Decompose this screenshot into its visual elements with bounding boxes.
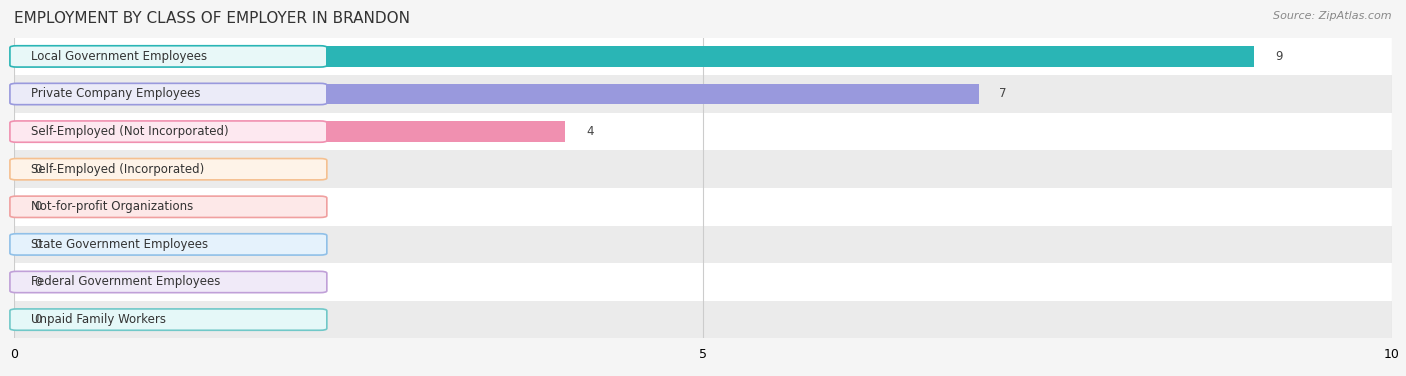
FancyBboxPatch shape bbox=[10, 121, 326, 142]
Text: EMPLOYMENT BY CLASS OF EMPLOYER IN BRANDON: EMPLOYMENT BY CLASS OF EMPLOYER IN BRAND… bbox=[14, 11, 411, 26]
Text: State Government Employees: State Government Employees bbox=[31, 238, 208, 251]
Text: Local Government Employees: Local Government Employees bbox=[31, 50, 207, 63]
Text: Not-for-profit Organizations: Not-for-profit Organizations bbox=[31, 200, 193, 213]
Bar bbox=[14, 263, 1392, 301]
Text: 0: 0 bbox=[35, 200, 42, 213]
Text: Unpaid Family Workers: Unpaid Family Workers bbox=[31, 313, 166, 326]
Text: 0: 0 bbox=[35, 276, 42, 288]
Bar bbox=[14, 301, 1392, 338]
Text: Self-Employed (Incorporated): Self-Employed (Incorporated) bbox=[31, 163, 204, 176]
FancyBboxPatch shape bbox=[10, 234, 326, 255]
FancyBboxPatch shape bbox=[10, 159, 326, 180]
Bar bbox=[14, 83, 979, 104]
Text: Self-Employed (Not Incorporated): Self-Employed (Not Incorporated) bbox=[31, 125, 228, 138]
Bar bbox=[14, 38, 1392, 75]
FancyBboxPatch shape bbox=[10, 196, 326, 217]
Text: Federal Government Employees: Federal Government Employees bbox=[31, 276, 219, 288]
Bar bbox=[14, 113, 1392, 150]
Text: 4: 4 bbox=[586, 125, 593, 138]
Text: 0: 0 bbox=[35, 163, 42, 176]
Text: 0: 0 bbox=[35, 238, 42, 251]
Text: 9: 9 bbox=[1275, 50, 1282, 63]
Text: 7: 7 bbox=[1000, 88, 1007, 100]
FancyBboxPatch shape bbox=[10, 83, 326, 105]
Bar bbox=[14, 150, 1392, 188]
FancyBboxPatch shape bbox=[10, 309, 326, 330]
Text: Private Company Employees: Private Company Employees bbox=[31, 88, 200, 100]
Text: Source: ZipAtlas.com: Source: ZipAtlas.com bbox=[1274, 11, 1392, 21]
FancyBboxPatch shape bbox=[10, 271, 326, 293]
Bar bbox=[14, 226, 1392, 263]
Text: 0: 0 bbox=[35, 313, 42, 326]
Bar bbox=[14, 46, 1254, 67]
Bar bbox=[14, 188, 1392, 226]
Bar bbox=[14, 121, 565, 142]
FancyBboxPatch shape bbox=[10, 46, 326, 67]
Bar bbox=[14, 75, 1392, 113]
